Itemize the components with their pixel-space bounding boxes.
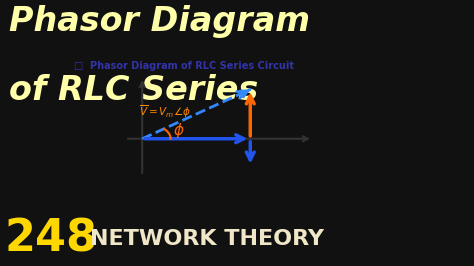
Text: NETWORK THEORY: NETWORK THEORY <box>90 229 324 250</box>
Text: $\overline{V}_C = \dfrac{I_m}{\omega C}\angle -90$: $\overline{V}_C = \dfrac{I_m}{\omega C}\… <box>256 171 335 196</box>
Text: □  Phasor Diagram of RLC Series Circuit: □ Phasor Diagram of RLC Series Circuit <box>74 61 294 71</box>
Text: $\overline{V} = V_m\angle\phi$: $\overline{V} = V_m\angle\phi$ <box>139 103 191 120</box>
Text: Phasor Diagram: Phasor Diagram <box>9 5 310 38</box>
Text: $\overline{V}_R = I_m R\angle 0$: $\overline{V}_R = I_m R\angle 0$ <box>180 145 240 161</box>
Text: 248: 248 <box>5 218 98 261</box>
Text: $\overline{V}_L = I_m\omega L\angle 90$: $\overline{V}_L = I_m\omega L\angle 90$ <box>256 70 329 86</box>
Text: $\phi$: $\phi$ <box>173 121 185 140</box>
Text: $\overline{I} = I_m\angle 0$: $\overline{I} = I_m\angle 0$ <box>266 116 310 132</box>
Text: of RLC Series: of RLC Series <box>9 74 259 107</box>
